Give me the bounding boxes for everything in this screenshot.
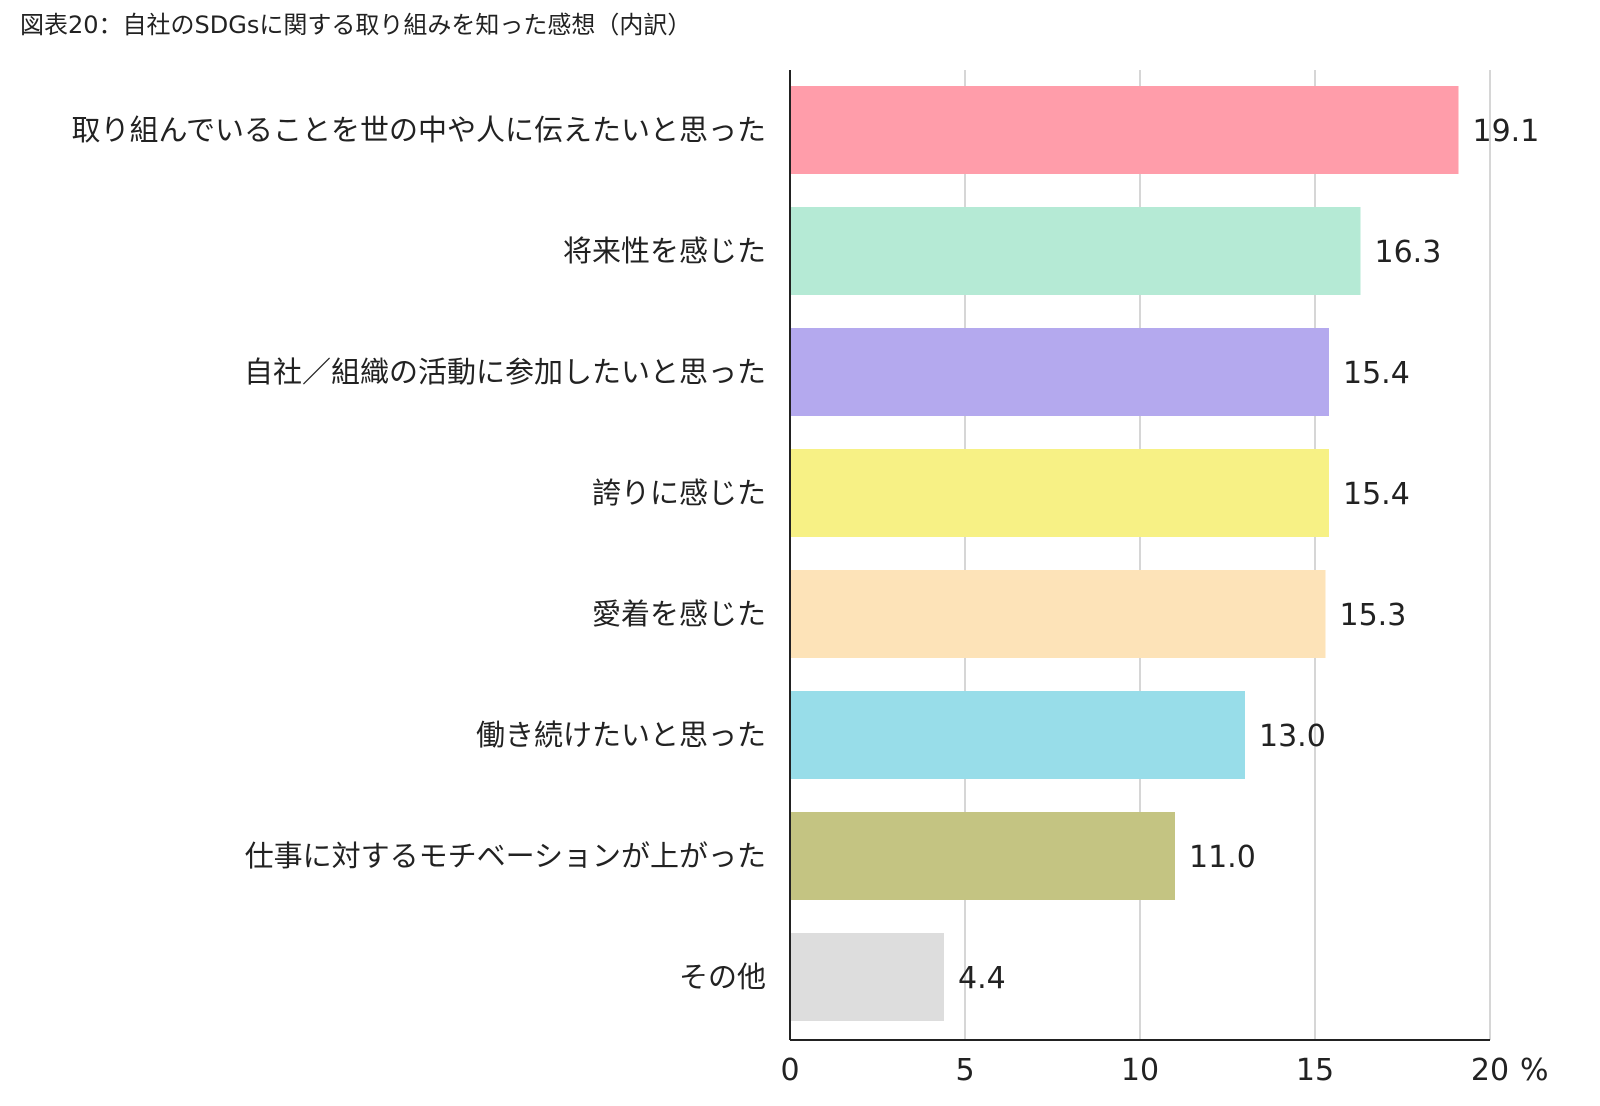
value-label: 19.1 — [1473, 114, 1540, 149]
bar-1 — [790, 207, 1361, 295]
value-label: 16.3 — [1375, 235, 1442, 270]
bar-2 — [790, 328, 1329, 416]
value-label: 15.4 — [1343, 356, 1410, 391]
value-label: 15.3 — [1340, 598, 1407, 633]
category-label: 自社／組織の活動に参加したいと思った — [244, 355, 766, 389]
value-label: 11.0 — [1189, 840, 1256, 875]
page-title: 図表20：自社のSDGsに関する取り組みを知った感想（内訳） — [20, 11, 692, 39]
category-label: その他 — [679, 960, 766, 994]
bar-0 — [790, 86, 1459, 174]
x-tick-label: 20 — [1471, 1053, 1509, 1088]
bar-5 — [790, 691, 1245, 779]
value-label: 4.4 — [958, 961, 1006, 996]
x-tick-label: 5 — [955, 1053, 974, 1088]
category-label: 仕事に対するモチベーションが上がった — [245, 839, 766, 873]
x-tick-label: 15 — [1296, 1053, 1334, 1088]
unit-label: % — [1520, 1053, 1549, 1088]
x-tick-label: 10 — [1121, 1053, 1159, 1088]
bars — [790, 86, 1459, 1021]
axes — [789, 70, 1490, 1041]
bar-3 — [790, 449, 1329, 537]
category-label: 将来性を感じた — [563, 234, 766, 268]
bar-6 — [790, 812, 1175, 900]
value-label: 15.4 — [1343, 477, 1410, 512]
category-label: 取り組んでいることを世の中や人に伝えたいと思った — [71, 113, 766, 147]
category-label: 愛着を感じた — [592, 597, 766, 631]
labels: 取り組んでいることを世の中や人に伝えたいと思った 19.1 将来性を感じた 16.3 自… — [71, 113, 1548, 1088]
x-tick-label: 0 — [780, 1053, 799, 1088]
bar-4 — [790, 570, 1326, 658]
category-label: 働き続けたいと思った — [476, 718, 766, 752]
bar-7 — [790, 933, 944, 1021]
value-label: 13.0 — [1259, 719, 1326, 754]
category-label: 誇りに感じた — [592, 476, 766, 510]
